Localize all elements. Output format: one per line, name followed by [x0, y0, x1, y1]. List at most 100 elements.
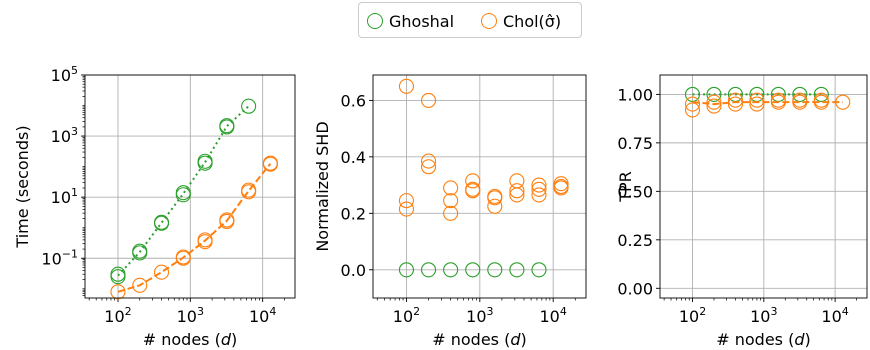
- chart-time: 102 103 104 10−1 101 103 105 # nodes (d) Time (s…: [13, 64, 296, 349]
- data-point: [420, 262, 437, 278]
- axes-frame: [84, 74, 296, 299]
- data-point: [749, 96, 765, 112]
- y-tick-label: 0.75: [617, 134, 653, 153]
- y-axis-label: TPR: [616, 171, 635, 203]
- legend-item-ghoshal: Ghoshal: [367, 11, 454, 31]
- y-axis-label: Normalized SHD: [313, 121, 332, 251]
- data-point: [684, 96, 701, 112]
- y-tick-label: 0.25: [617, 231, 653, 250]
- y-tick-label: 0.6: [341, 91, 366, 110]
- data-point: [813, 94, 829, 110]
- y-tick-label: 0.00: [617, 279, 653, 298]
- x-tick-label: 102: [679, 305, 706, 326]
- x-axis-label: # nodes (d): [432, 330, 527, 349]
- x-tick-label: 102: [393, 305, 420, 326]
- y-axis-label: Time (seconds): [13, 125, 32, 248]
- legend: Ghoshal Chol(σ̂): [358, 2, 582, 38]
- data-point: [465, 181, 481, 197]
- chart-tpr: 102 103 104 0.00 0.25 0.50 0.75 1.00 # nodes (d)…: [616, 74, 868, 349]
- x-tick-label: 102: [104, 305, 131, 326]
- data-point: [241, 184, 257, 200]
- data-point: [443, 205, 459, 221]
- data-point: [197, 155, 213, 171]
- data-point: [398, 78, 415, 94]
- data-point: [487, 198, 503, 214]
- y-tick-label: 0.2: [341, 204, 366, 223]
- x-tick-label: 103: [750, 305, 777, 326]
- y-tick-label: 103: [51, 125, 78, 146]
- data-point: [727, 96, 743, 112]
- data-point: [553, 180, 569, 196]
- series-chol: [684, 92, 851, 118]
- series-ghoshal: [398, 262, 547, 278]
- axes-frame: [659, 74, 868, 299]
- data-point: [132, 245, 148, 261]
- y-tick-label: 10−1: [41, 247, 78, 268]
- axes-frame: [372, 74, 587, 299]
- data-point: [509, 262, 525, 278]
- data-point: [465, 173, 481, 189]
- x-tick-label: 103: [177, 305, 204, 326]
- data-point: [420, 159, 437, 175]
- y-tick-label: 0.0: [341, 261, 366, 280]
- series-chol: [110, 155, 278, 300]
- data-point: [813, 86, 829, 102]
- series-line: [692, 101, 843, 106]
- data-point: [835, 94, 851, 110]
- data-point: [531, 262, 547, 278]
- data-point: [153, 215, 170, 231]
- data-point: [792, 86, 808, 102]
- data-point: [420, 153, 437, 169]
- data-point: [487, 262, 503, 278]
- y-tick-label: 105: [51, 64, 78, 85]
- x-axis-label: # nodes (d): [716, 330, 811, 349]
- data-point: [465, 262, 481, 278]
- data-point: [443, 180, 459, 196]
- y-tick-label: 0.50: [617, 182, 653, 201]
- data-point: [175, 187, 191, 203]
- data-point: [684, 102, 701, 118]
- series-ghoshal: [110, 98, 257, 285]
- y-tick-label: 101: [51, 186, 78, 207]
- data-point: [553, 178, 569, 195]
- data-point: [770, 94, 786, 110]
- data-point: [262, 156, 278, 172]
- data-point: [792, 94, 808, 110]
- data-point: [175, 250, 191, 266]
- legend-label-chol: Chol(σ̂): [503, 11, 562, 31]
- data-point: [487, 190, 503, 206]
- data-point: [398, 193, 415, 209]
- data-point: [262, 155, 278, 171]
- data-point: [443, 262, 459, 278]
- data-point: [727, 92, 743, 108]
- data-point: [153, 214, 170, 230]
- data-point: [110, 269, 126, 285]
- series-chol: [398, 78, 569, 221]
- legend-marker-chol: [481, 13, 497, 29]
- data-point: [684, 86, 701, 102]
- data-point: [509, 183, 525, 199]
- chart-shd: 102 103 104 0.0 0.2 0.4 0.6 # nodes (d) Normaliz…: [313, 74, 587, 349]
- data-point: [749, 92, 765, 108]
- data-point: [241, 98, 257, 114]
- data-point: [706, 98, 722, 114]
- data-point: [531, 181, 547, 197]
- data-point: [420, 92, 437, 108]
- series-line: [117, 105, 250, 277]
- data-point: [110, 284, 126, 300]
- data-point: [219, 119, 235, 135]
- data-point: [398, 201, 415, 217]
- data-point: [706, 94, 722, 110]
- data-point: [465, 183, 481, 199]
- data-point: [443, 193, 459, 209]
- x-tick-label: 104: [821, 305, 848, 326]
- data-point: [509, 187, 525, 203]
- data-point: [531, 187, 547, 203]
- legend-label-ghoshal: Ghoshal: [389, 11, 455, 31]
- legend-marker-ghoshal: [367, 13, 383, 29]
- y-tick-label: 1.00: [617, 85, 653, 104]
- data-point: [531, 177, 547, 193]
- data-point: [153, 264, 170, 280]
- data-point: [706, 86, 722, 102]
